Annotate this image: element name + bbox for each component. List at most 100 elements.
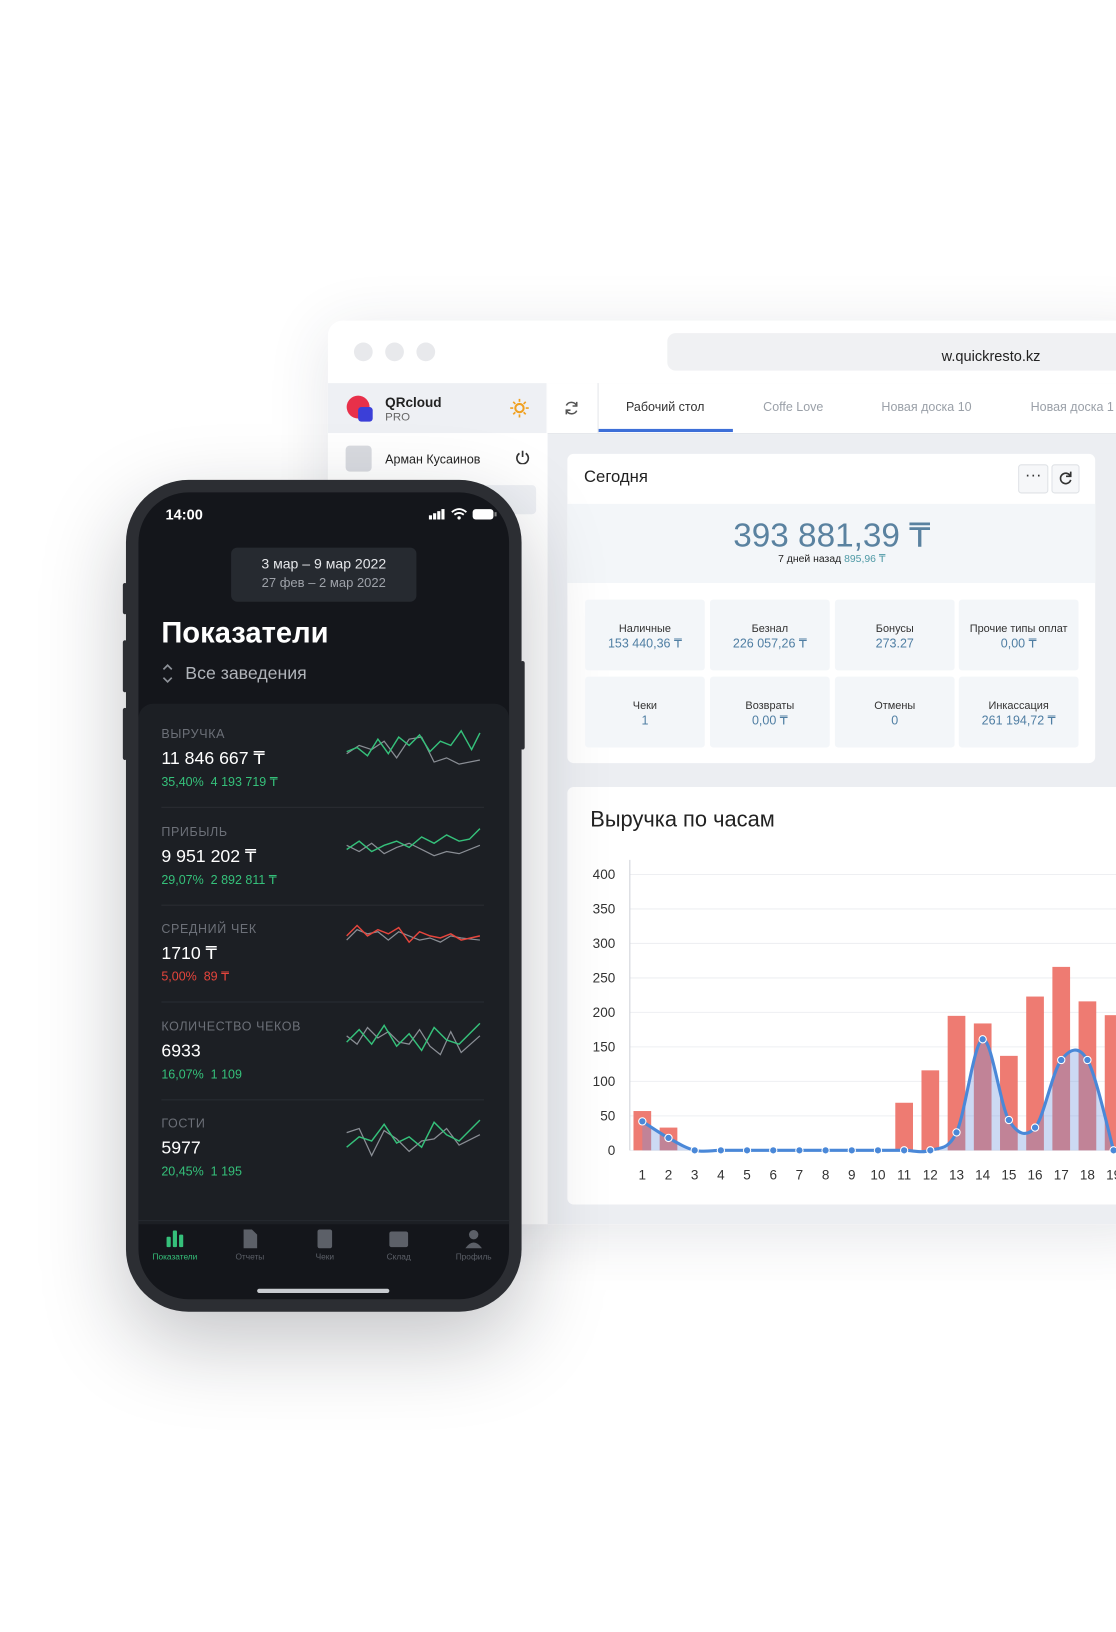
sparkline — [346, 1022, 481, 1056]
metric-value: 1710 ₸ — [161, 943, 217, 964]
metric-label: СРЕДНИЙ ЧЕК — [161, 921, 257, 937]
line-point — [821, 1146, 830, 1155]
y-tick-label: 0 — [608, 1143, 616, 1158]
change-percent: 29,07% — [161, 871, 204, 887]
x-tick-label: 6 — [769, 1167, 777, 1182]
x-tick-label: 14 — [975, 1167, 991, 1182]
date-box[interactable] — [231, 547, 417, 602]
tab-divider — [597, 383, 599, 434]
nav-label[interactable]: Склад — [386, 1252, 411, 1262]
bar — [921, 1070, 940, 1151]
icon-part — [468, 1229, 479, 1240]
active-tab-underline — [598, 428, 733, 433]
compare: 7 дней назад 895,96 ₸ — [778, 553, 885, 566]
bar — [895, 1102, 913, 1151]
metric-value: 9 951 202 ₸ — [161, 845, 257, 866]
x-tick-label: 15 — [1001, 1167, 1016, 1182]
stat-cell: Чеки 1 — [585, 676, 705, 748]
stat-value: 226 057,26 ₸ — [732, 636, 807, 651]
logout-icon[interactable] — [515, 450, 530, 465]
sparkline-previous — [346, 929, 480, 944]
stat-label: Безнал — [751, 622, 789, 636]
line-point — [1057, 1055, 1066, 1065]
change-delta: 1 109 — [210, 1066, 242, 1082]
nav-label[interactable]: Профиль — [455, 1252, 492, 1262]
metric-separator — [161, 806, 485, 808]
compare-label: 7 дней назад — [778, 553, 842, 566]
x-tick-label: 5 — [743, 1167, 751, 1182]
nav-icon[interactable] — [239, 1228, 260, 1249]
line-point — [926, 1146, 935, 1155]
metric-value: 5977 — [161, 1138, 201, 1159]
stat-cell: Бонусы 273.27 — [834, 599, 955, 671]
tab[interactable]: Coffe Love — [763, 399, 824, 415]
nav-icon[interactable] — [388, 1228, 409, 1249]
stat-value: 0 — [891, 713, 899, 728]
icon-part — [317, 1229, 333, 1249]
tab[interactable]: Новая доска 10 — [881, 399, 972, 415]
tab[interactable]: Рабочий стол — [626, 399, 705, 415]
x-tick-label: 1 — [639, 1167, 647, 1182]
metric-separator — [161, 1001, 485, 1003]
stat-label: Инкассация — [988, 699, 1049, 713]
url-bar[interactable] — [667, 333, 1116, 371]
user-name: Арман Кусаинов — [385, 451, 481, 467]
y-tick-label: 400 — [593, 867, 616, 882]
chart: Выручка по часам 0 50 100 150 200 250 300 350 400… — [590, 807, 1116, 1182]
tab-bar-top-border — [138, 1220, 510, 1222]
y-tick-label: 300 — [593, 936, 616, 951]
window-dot — [416, 342, 436, 362]
venue[interactable]: Все заведения — [185, 663, 307, 683]
logo — [346, 395, 373, 422]
sparkline-previous — [346, 1026, 481, 1056]
total-panel — [567, 503, 1096, 583]
y-tick-label: 150 — [593, 1040, 616, 1055]
change-delta: 89 ₸ — [203, 969, 230, 984]
more-button[interactable]: ··· — [1018, 464, 1049, 494]
stat-label: Бонусы — [875, 622, 914, 636]
nav-icon[interactable] — [314, 1228, 335, 1249]
icon-part — [389, 1231, 409, 1248]
bar — [1104, 1015, 1116, 1151]
sparkline — [346, 729, 481, 765]
y-tick-label: 50 — [600, 1109, 615, 1124]
sync-icon[interactable] — [563, 400, 580, 417]
y-tick-label: 350 — [593, 902, 616, 917]
card-title: Сегодня — [584, 468, 648, 487]
metric-label: ГОСТИ — [161, 1116, 206, 1131]
bar — [633, 1111, 652, 1151]
line-point — [1004, 1115, 1014, 1125]
stat-label: Прочие типы оплат — [969, 622, 1068, 636]
metric-value: 11 846 667 ₸ — [161, 748, 265, 769]
status-time: 14:00 — [165, 505, 203, 523]
tab[interactable]: Новая доска 1 — [1030, 399, 1114, 415]
metric-change: 29,07% 2 892 811 ₸ — [161, 873, 276, 885]
x-tick-label: 10 — [870, 1167, 885, 1182]
nav-icon[interactable] — [463, 1228, 484, 1249]
metrics-panel — [138, 703, 510, 1225]
sparkline — [346, 827, 481, 856]
nav-icon[interactable] — [164, 1228, 185, 1249]
change-delta: 4 193 719 ₸ — [210, 774, 278, 790]
home-indicator — [257, 1288, 390, 1293]
metric-label: КОЛИЧЕСТВО ЧЕКОВ — [161, 1018, 302, 1034]
x-tick-label: 19 — [1106, 1167, 1116, 1182]
metric-separator — [161, 1099, 485, 1101]
nav-label[interactable]: Чеки — [315, 1252, 335, 1262]
metric-change: 16,07% 1 109 — [161, 1068, 242, 1080]
theme-icon[interactable] — [510, 398, 529, 418]
bar — [1026, 996, 1044, 1151]
stat-value: 261 194,72 ₸ — [981, 713, 1056, 728]
icon-part — [179, 1234, 184, 1248]
stat-label: Отмены — [874, 699, 916, 713]
sparkline-current — [346, 1022, 481, 1052]
plan: PRO — [385, 411, 411, 424]
y-tick-label: 250 — [593, 971, 616, 986]
refresh-button[interactable] — [1051, 464, 1080, 494]
line-point — [795, 1146, 804, 1155]
line-point — [899, 1146, 909, 1155]
nav-label[interactable]: Показатели — [152, 1252, 198, 1262]
nav-label[interactable]: Отчеты — [235, 1252, 265, 1262]
stat-label: Возвраты — [745, 699, 795, 713]
x-tick-label: 2 — [665, 1167, 673, 1182]
